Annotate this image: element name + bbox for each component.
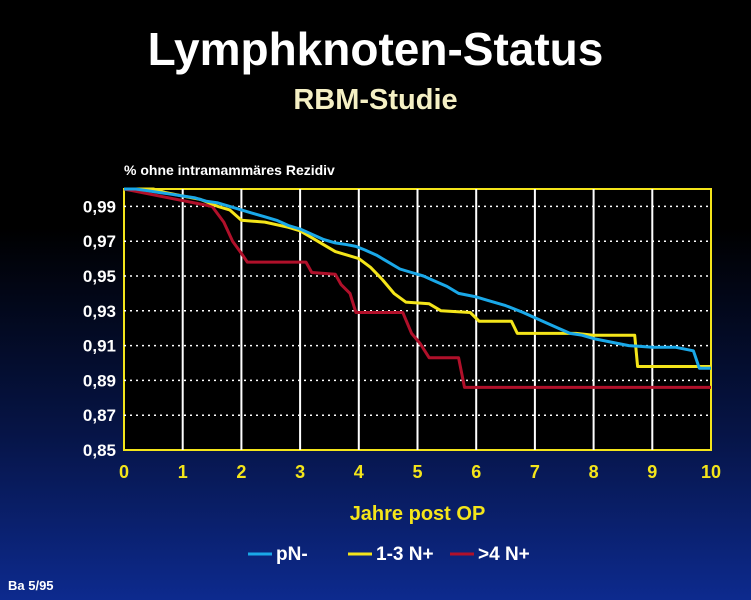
tick-labels: 0,99 0,97 0,95 0,93 0,91 0,89 0,87 0,850 1 2 3 4 5 6 7… — [83, 197, 721, 482]
series-line-1-3 N+ — [124, 187, 711, 368]
x-tick-label: 4 — [354, 462, 364, 482]
legend-label: pN- — [276, 544, 308, 565]
y-tick-label: 0,85 — [83, 441, 116, 460]
series-line->4 N+ — [123, 187, 711, 389]
legend-label: >4 N+ — [478, 544, 530, 565]
x-tick-label: 3 — [295, 462, 305, 482]
footer-note: Ba 5/95 — [8, 578, 54, 593]
x-tick-label: 6 — [471, 462, 481, 482]
x-axis-title: Jahre post OP — [350, 503, 486, 525]
legend: pN- 1-3 N+ >4 N+ — [248, 544, 530, 565]
y-tick-label: 0,97 — [83, 232, 116, 251]
series-line-pN- — [124, 187, 711, 370]
x-tick-label: 9 — [647, 462, 657, 482]
x-tick-label: 5 — [412, 462, 422, 482]
x-tick-label: 7 — [530, 462, 540, 482]
y-tick-label: 0,89 — [83, 371, 116, 390]
x-tick-label: 8 — [589, 462, 599, 482]
y-tick-label: 0,91 — [83, 337, 116, 356]
legend-label: 1-3 N+ — [376, 544, 434, 565]
x-tick-label: 2 — [236, 462, 246, 482]
y-tick-label: 0,99 — [83, 197, 116, 216]
series-lines — [123, 187, 711, 389]
y-tick-label: 0,87 — [83, 406, 116, 425]
chart-title: Lymphknoten-Status — [147, 23, 604, 75]
y-tick-label: 0,95 — [83, 267, 116, 286]
x-tick-label: 0 — [119, 462, 129, 482]
x-tick-label: 10 — [701, 462, 721, 482]
y-axis-title: % ohne intramammäres Rezidiv — [124, 162, 335, 178]
chart-subtitle: RBM-Studie — [293, 84, 458, 116]
y-tick-label: 0,93 — [83, 302, 116, 321]
x-tick-label: 1 — [178, 462, 188, 482]
